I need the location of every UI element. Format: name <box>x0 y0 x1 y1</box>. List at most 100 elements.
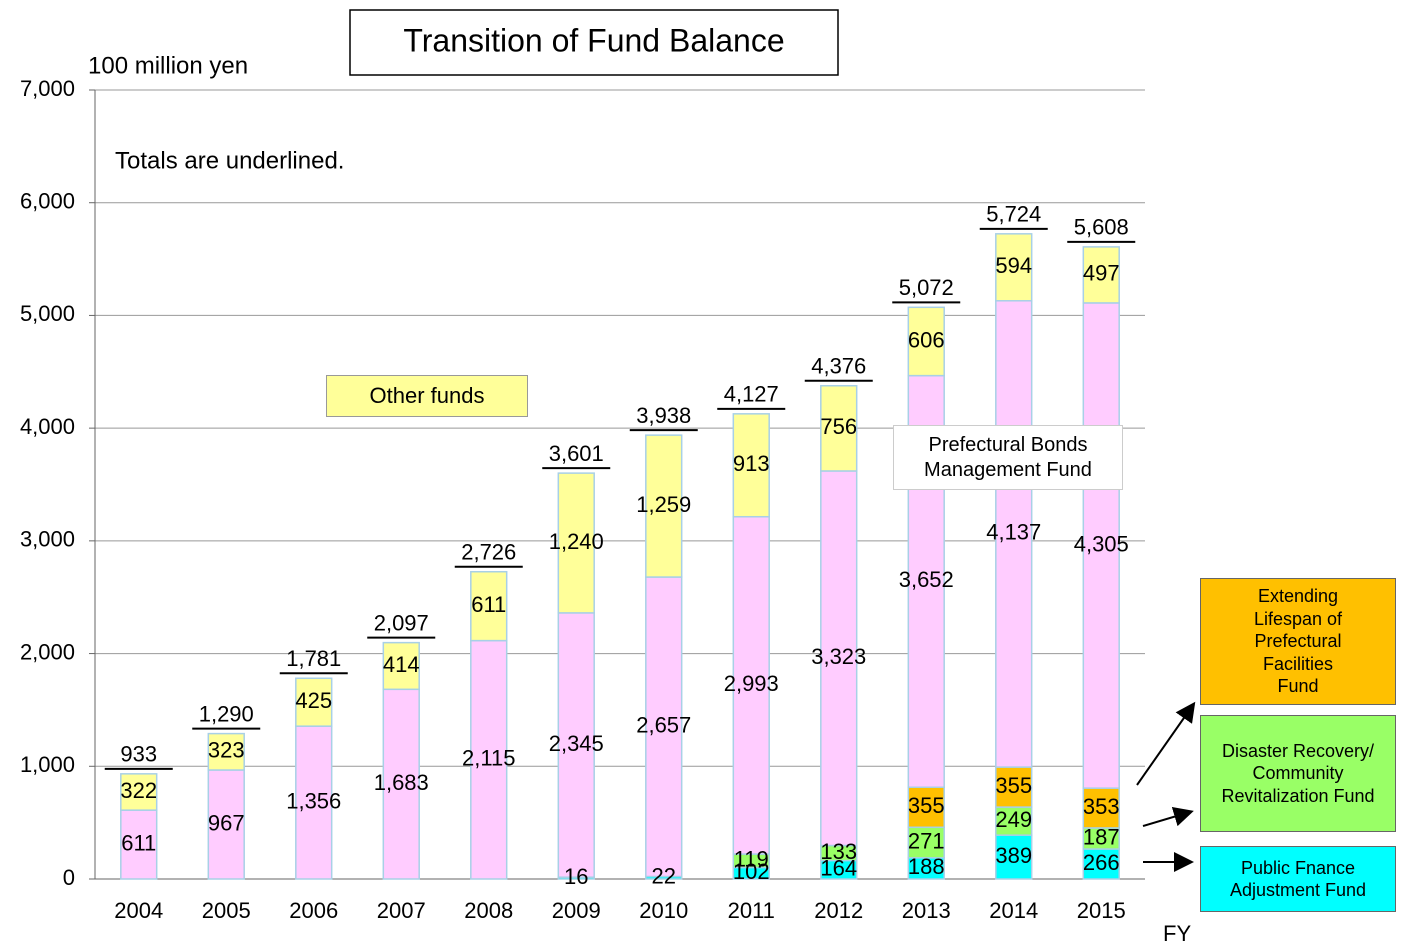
bar-segment <box>732 413 770 518</box>
x-tick-label: 2009 <box>552 898 601 923</box>
value-label: 913 <box>733 451 770 476</box>
value-label: 355 <box>995 773 1032 798</box>
annotation: Totals are underlined. <box>115 147 344 174</box>
value-label: 1,683 <box>374 770 429 795</box>
bar-segment <box>732 515 770 855</box>
value-label: 3,652 <box>899 567 954 592</box>
bar-segment <box>820 385 858 472</box>
x-axis-label: FY <box>1163 921 1191 946</box>
legend-public-finance-fund: Public Fnance Adjustment Fund <box>1200 846 1396 912</box>
bar-segment <box>557 612 595 878</box>
value-label: 22 <box>652 864 676 889</box>
total-label: 1,781 <box>286 646 341 671</box>
value-label: 414 <box>383 652 420 677</box>
title-box <box>349 9 839 76</box>
value-label: 1,240 <box>549 529 604 554</box>
value-label: 2,115 <box>462 746 515 771</box>
x-tick-label: 2011 <box>728 898 775 923</box>
value-label: 271 <box>908 828 945 853</box>
x-tick-label: 2014 <box>989 898 1038 923</box>
y-tick-label: 1,000 <box>20 752 75 777</box>
x-tick-label: 2015 <box>1077 898 1126 923</box>
bar-segment <box>995 300 1033 768</box>
total-label: 2,097 <box>374 610 429 635</box>
x-tick-label: 2010 <box>639 898 688 923</box>
x-tick-label: 2005 <box>202 898 251 923</box>
x-tick-label: 2008 <box>464 898 513 923</box>
value-label: 611 <box>121 830 156 855</box>
y-tick-label: 4,000 <box>20 414 75 439</box>
total-label: 5,608 <box>1074 215 1129 240</box>
value-label: 2,993 <box>724 671 779 696</box>
total-label: 4,376 <box>811 354 866 379</box>
total-label: 2,726 <box>461 540 516 565</box>
legend-other-funds: Other funds <box>326 375 528 417</box>
value-label: 3,323 <box>811 644 866 669</box>
value-label: 353 <box>1083 794 1120 819</box>
bar-segment <box>1082 848 1120 880</box>
y-tick-label: 7,000 <box>20 76 75 101</box>
x-tick-label: 2012 <box>814 898 863 923</box>
legend-lifespan-fund: Extending Lifespan of Prefectural Facili… <box>1200 578 1396 705</box>
y-tick-label: 3,000 <box>20 527 75 552</box>
legend-bonds-fund: Prefectural Bonds Management Fund <box>893 425 1123 490</box>
arrow <box>1142 806 1194 827</box>
bar-segment <box>907 306 945 377</box>
value-label: 2,657 <box>636 713 691 738</box>
bar-segment <box>207 732 245 771</box>
value-label: 1,259 <box>636 492 691 517</box>
bar-segment <box>995 806 1033 836</box>
y-tick-label: 5,000 <box>20 301 75 326</box>
value-label: 2,345 <box>549 731 604 756</box>
value-label: 322 <box>120 778 157 803</box>
x-tick-label: 2004 <box>114 898 163 923</box>
value-label: 4,137 <box>986 520 1041 545</box>
value-label: 355 <box>908 793 945 818</box>
bar-segment <box>1082 246 1120 304</box>
y-tick-label: 6,000 <box>20 189 75 214</box>
bar-segment <box>382 688 420 880</box>
total-label: 3,938 <box>636 403 691 428</box>
bar-segment <box>820 470 858 847</box>
bar-segment <box>295 725 333 880</box>
value-label: 497 <box>1083 261 1120 286</box>
bar-segment <box>907 826 945 859</box>
value-label: 389 <box>995 843 1032 868</box>
total-label: 5,072 <box>899 275 954 300</box>
arrow <box>1136 701 1196 786</box>
value-label: 594 <box>995 253 1032 278</box>
value-label: 16 <box>564 864 588 889</box>
value-label: 967 <box>208 810 245 835</box>
bar-segment <box>295 677 333 727</box>
x-tick-label: 2007 <box>377 898 426 923</box>
value-label: 249 <box>995 807 1032 832</box>
value-label: 133 <box>820 839 857 864</box>
value-label: 323 <box>208 738 245 763</box>
value-label: 188 <box>908 854 945 879</box>
value-label: 606 <box>908 327 945 352</box>
total-label: 4,127 <box>724 382 779 407</box>
value-label: 756 <box>820 414 857 439</box>
bar-segment <box>120 773 158 811</box>
total-label: 5,724 <box>986 202 1041 227</box>
value-label: 4,305 <box>1074 531 1129 556</box>
x-tick-label: 2006 <box>289 898 338 923</box>
value-label: 187 <box>1083 824 1120 849</box>
bar-segment <box>382 641 420 691</box>
y-tick-label: 2,000 <box>20 639 75 664</box>
y-tick-label: 0 <box>63 865 75 890</box>
bar-segment <box>995 233 1033 302</box>
value-label: 425 <box>295 688 332 713</box>
bar-segment <box>207 769 245 880</box>
total-label: 1,290 <box>199 701 254 726</box>
value-label: 164 <box>820 856 857 881</box>
value-label: 119 <box>734 847 769 872</box>
value-label: 266 <box>1083 850 1120 875</box>
value-label: 611 <box>471 592 506 617</box>
y-axis-label: 100 million yen <box>88 52 248 79</box>
value-label: 102 <box>733 859 770 884</box>
chart-title: Transition of Fund Balance <box>403 22 784 58</box>
bar-segment <box>1082 302 1120 789</box>
